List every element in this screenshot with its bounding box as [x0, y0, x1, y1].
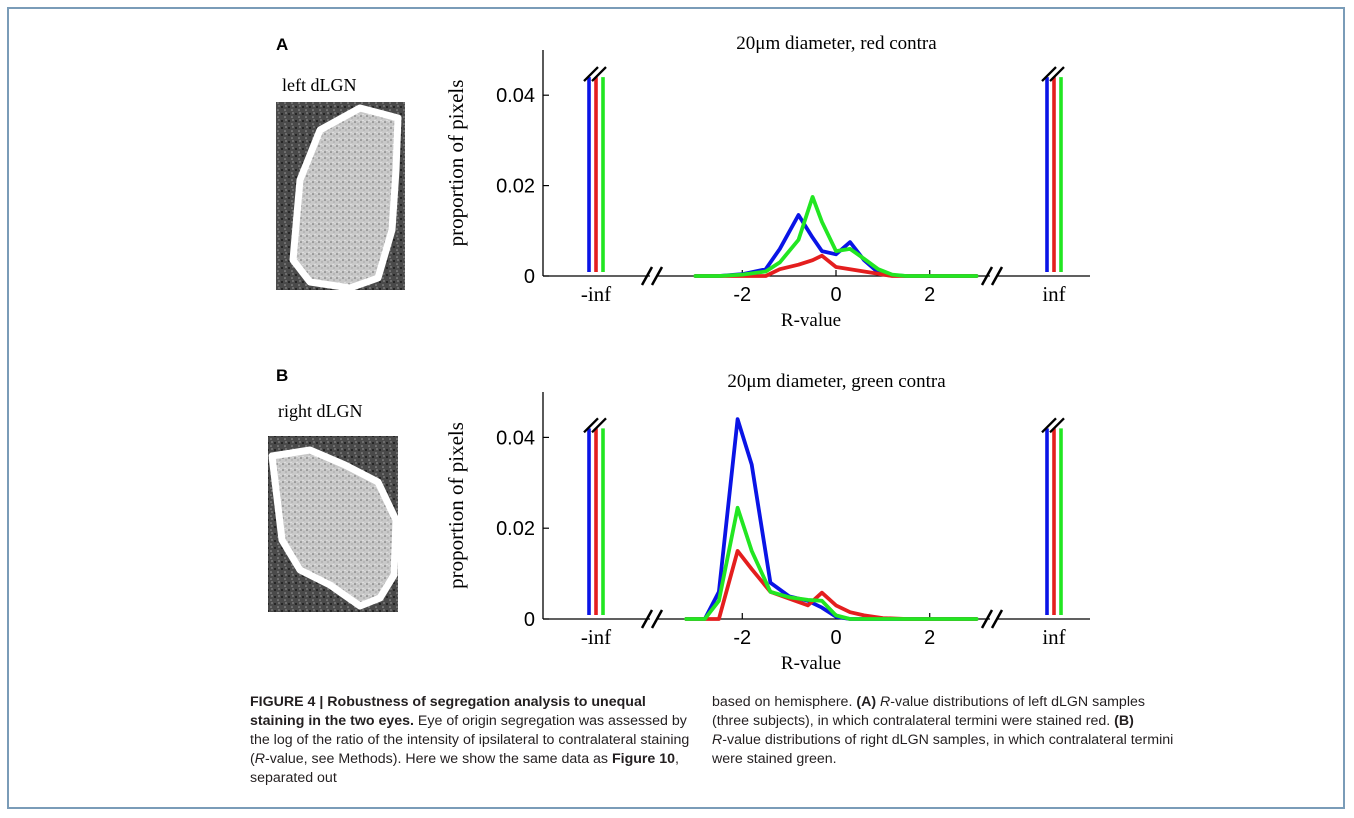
caption-text-5: -value distributions of right dLGN sampl…	[712, 732, 1174, 767]
axis-break-mark	[650, 609, 664, 629]
panel-letter-a: A	[276, 35, 288, 54]
y-tick-label: 0.02	[496, 176, 535, 198]
y-tick-label: 0	[524, 609, 535, 631]
bar-break-mark	[583, 66, 599, 82]
caption-right: based on hemisphere. (A) R-value distrib…	[712, 693, 1182, 769]
caption-text-1: Eye of origin segregation was assessed b…	[250, 713, 690, 767]
x-tick-label: 2	[924, 627, 935, 649]
y-tick-label: 0.02	[496, 518, 535, 540]
bar-break-mark	[591, 417, 607, 434]
x-tick-label-inf: inf	[1042, 282, 1065, 306]
caption-text-3a: , separated out	[250, 751, 679, 786]
chart-title: 20μm diameter, red contra	[736, 33, 937, 54]
caption-r-2: R	[880, 694, 891, 710]
image-label-left: left dLGN	[282, 75, 356, 95]
chart-title: 20μm diameter, green contra	[727, 371, 946, 392]
caption-text-4: -value distributions of left dLGN sample…	[712, 694, 1145, 729]
caption-figure-label: FIGURE 4 | Robustness of segregation ana…	[250, 694, 646, 729]
right-dlgn-image	[268, 436, 400, 612]
axis-break-mark	[990, 609, 1004, 629]
caption-figure-ref: Figure 10	[611, 751, 676, 767]
bar-break-mark	[1041, 417, 1057, 434]
axis-break-mark	[990, 266, 1004, 286]
x-tick-label-neg-inf: -inf	[581, 282, 611, 306]
image-label-right: right dLGN	[278, 401, 363, 421]
x-tick-label: -2	[733, 284, 751, 306]
axis-break-mark	[650, 266, 664, 286]
bar-break-mark	[1049, 66, 1065, 82]
figure-frame	[7, 7, 1345, 809]
y-axis-label: proportion of pixels	[444, 80, 468, 247]
bar-break-mark	[591, 66, 607, 82]
axis-break-mark	[980, 609, 994, 629]
axis-break-mark	[640, 266, 654, 286]
axis-break-mark	[980, 266, 994, 286]
y-tick-label: 0.04	[496, 427, 535, 449]
axis-break-mark	[640, 609, 654, 629]
chart-panel-a: 20μm diameter, red contra proportion of p…	[444, 33, 1090, 331]
caption-text-2: -value, see Methods). Here we show the s…	[264, 751, 612, 767]
caption-label-b: (B)	[1114, 713, 1134, 729]
caption-text-3b: based on hemisphere.	[712, 694, 857, 710]
x-tick-label-neg-inf: -inf	[581, 625, 611, 649]
series-line-green	[693, 194, 979, 278]
left-dlgn-image	[276, 102, 405, 292]
x-tick-label: -2	[733, 627, 751, 649]
x-tick-label-inf: inf	[1042, 625, 1065, 649]
bar-break-mark	[583, 417, 599, 434]
x-tick-label: 0	[830, 284, 841, 306]
x-tick-label: 2	[924, 284, 935, 306]
x-axis-label: R-value	[781, 310, 841, 331]
y-tick-label: 0	[524, 266, 535, 288]
y-tick-label: 0.04	[496, 85, 535, 107]
series-line-green	[684, 505, 979, 621]
caption-r-3: R	[712, 732, 723, 748]
caption-r-1: R	[254, 751, 265, 767]
caption-left: FIGURE 4 | Robustness of segregation ana…	[250, 693, 700, 788]
bar-break-mark	[1049, 417, 1065, 434]
panel-letter-b: B	[276, 366, 288, 385]
series-line-blue	[684, 417, 979, 621]
y-axis-label: proportion of pixels	[444, 422, 468, 589]
caption-label-a: (A)	[856, 694, 877, 710]
figure-graphics: A B left dLGN right dLGN 20μm diameter, …	[268, 33, 1090, 674]
x-axis-label: R-value	[781, 653, 841, 674]
x-tick-label: 0	[830, 627, 841, 649]
chart-panel-b: 20μm diameter, green contra proportion of…	[444, 371, 1090, 674]
bar-break-mark	[1041, 66, 1057, 82]
